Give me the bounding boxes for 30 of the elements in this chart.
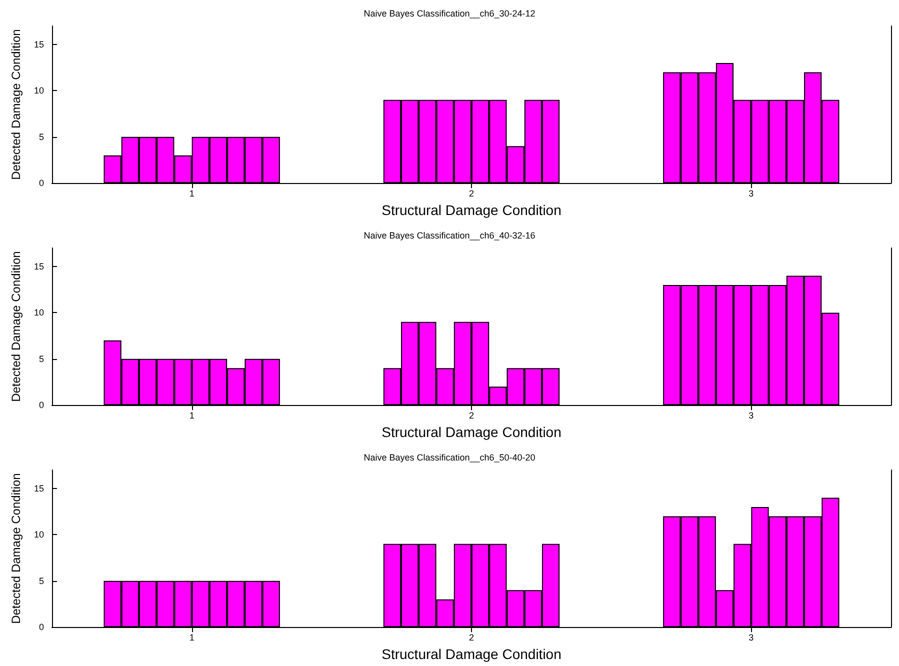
- y-tick-label: 5: [38, 576, 44, 586]
- y-axis-title: Detected Damage Condition: [9, 251, 23, 402]
- y-tick-label: 10: [34, 86, 44, 96]
- y-tick-label: 15: [34, 483, 44, 494]
- y-axis-title: Detected Damage Condition: [9, 473, 23, 624]
- x-tick-label: 3: [748, 410, 754, 421]
- x-tick-label: 2: [468, 410, 474, 421]
- x-tick-label: 1: [189, 188, 194, 199]
- y-tick-label: 0: [38, 622, 44, 632]
- x-axis-title: Structural Damage Condition: [382, 424, 562, 440]
- chart-title: Naive Bayes Classification__ch6_50-40-20: [364, 452, 536, 462]
- x-tick-label: 1: [189, 410, 194, 421]
- x-tick-label: 2: [468, 188, 474, 199]
- y-tick-label: 15: [34, 39, 44, 50]
- chart-title: Naive Bayes Classification__ch6_30-24-12: [364, 8, 536, 18]
- y-tick-label: 10: [34, 308, 44, 318]
- y-tick-label: 0: [38, 178, 44, 188]
- x-tick-label: 3: [748, 188, 754, 199]
- y-tick-label: 15: [34, 261, 44, 272]
- x-tick-label: 2: [468, 632, 474, 643]
- x-axis-title: Structural Damage Condition: [382, 646, 562, 662]
- y-tick-label: 5: [38, 354, 44, 364]
- x-tick-label: 1: [189, 632, 194, 643]
- y-tick-label: 10: [34, 530, 44, 540]
- x-axis-title: Structural Damage Condition: [382, 202, 562, 218]
- y-tick-label: 0: [38, 400, 44, 410]
- chart-title: Naive Bayes Classification__ch6_40-32-16: [364, 230, 536, 240]
- y-axis-title: Detected Damage Condition: [9, 29, 23, 180]
- x-tick-label: 3: [748, 632, 754, 643]
- y-tick-label: 5: [38, 132, 44, 142]
